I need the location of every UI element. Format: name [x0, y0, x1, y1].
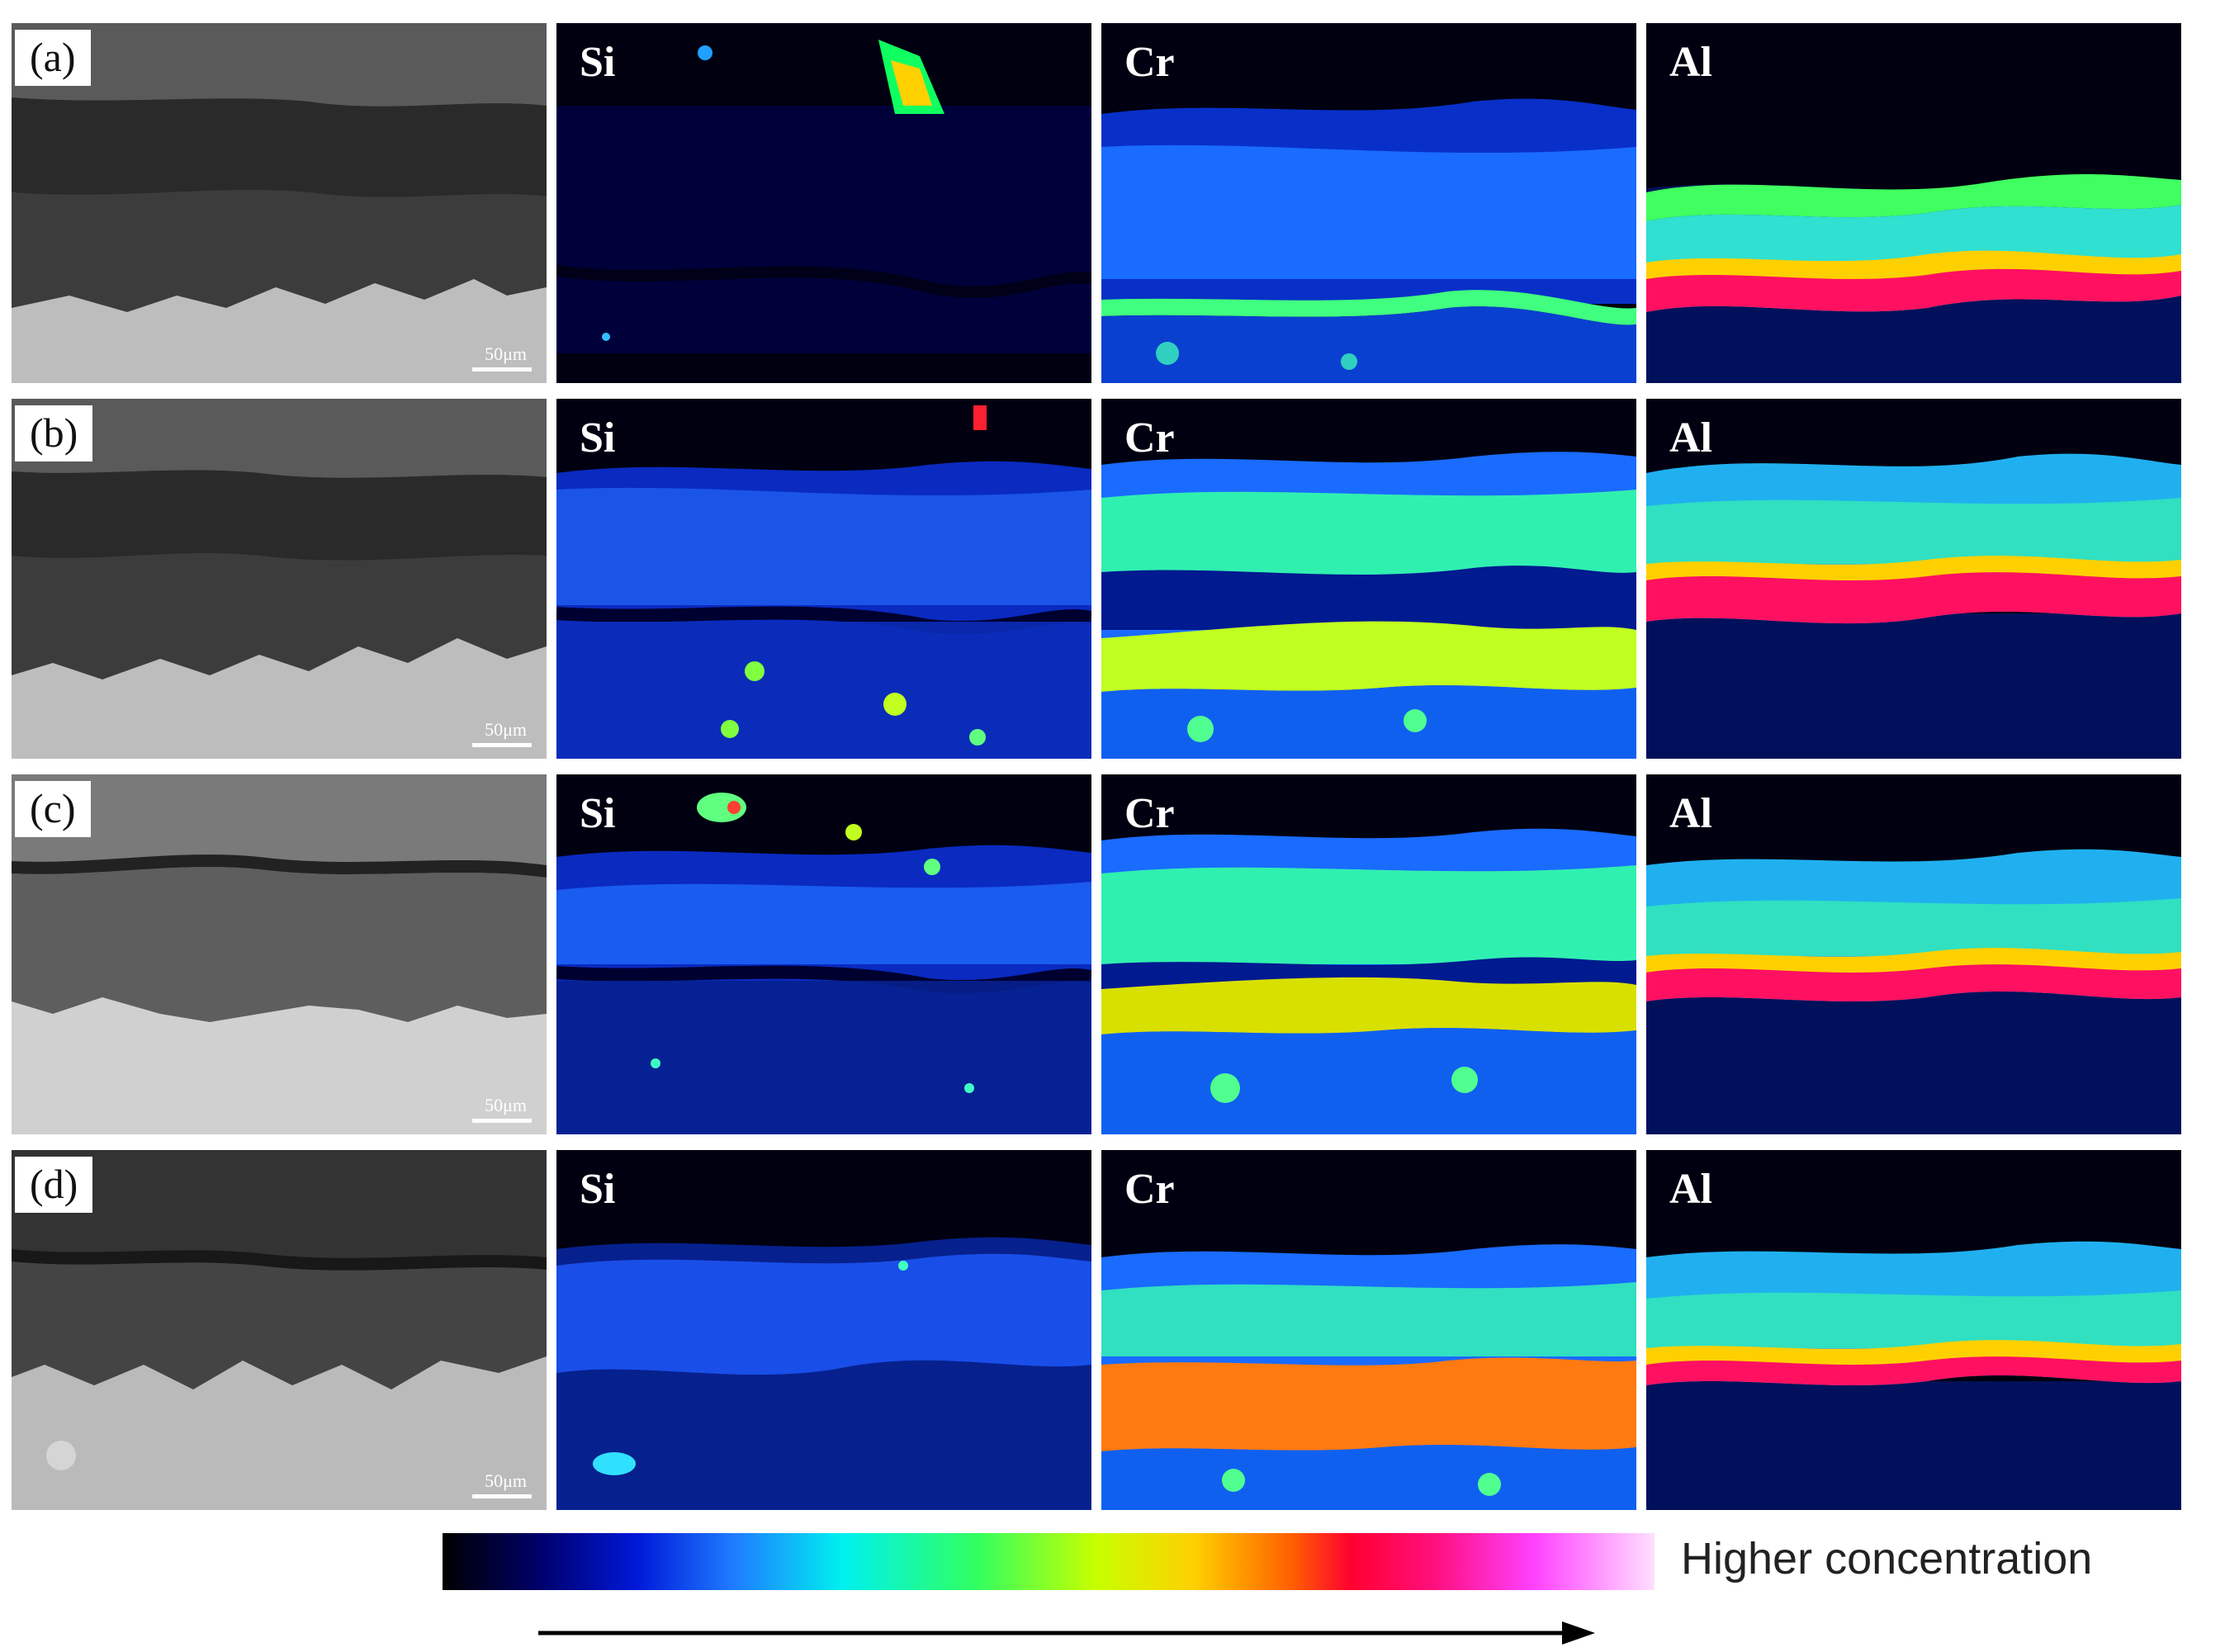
scale-bar — [472, 1119, 532, 1123]
sem-image-b: (b) 50μm — [12, 399, 547, 759]
si-map-d: Si — [556, 1150, 1091, 1510]
element-label-cr: Cr — [1124, 1166, 1175, 1213]
si-element-map — [556, 1150, 1091, 1510]
sem-image-d: (d) 50μm — [12, 1150, 547, 1510]
panel-label: (c) — [15, 781, 91, 837]
al-element-map — [1646, 23, 2181, 383]
scale-bar-label: 50μm — [485, 343, 527, 364]
panel-label: (d) — [15, 1157, 93, 1213]
si-map-c: Si — [556, 774, 1091, 1134]
element-label-si: Si — [580, 39, 616, 86]
cr-map-b: Cr — [1101, 399, 1636, 759]
sem-micrograph — [12, 774, 547, 1134]
al-map-a: Al — [1646, 23, 2181, 383]
element-label-cr: Cr — [1124, 414, 1175, 462]
element-label-al: Al — [1669, 790, 1712, 837]
al-map-b: Al — [1646, 399, 2181, 759]
al-element-map — [1646, 399, 2181, 759]
scale-bar-label: 50μm — [485, 1095, 527, 1115]
element-label-cr: Cr — [1124, 39, 1175, 86]
concentration-colorbar — [443, 1533, 1655, 1590]
element-label-al: Al — [1669, 414, 1712, 462]
element-label-si: Si — [580, 790, 616, 837]
sem-micrograph — [12, 23, 547, 383]
al-map-c: Al — [1646, 774, 2181, 1134]
cr-element-map — [1101, 23, 1636, 383]
cr-element-map — [1101, 774, 1636, 1134]
scale-bar — [472, 367, 532, 372]
panel-label: (b) — [15, 405, 93, 462]
cr-map-a: Cr — [1101, 23, 1636, 383]
al-map-d: Al — [1646, 1150, 2181, 1510]
scale-bar — [472, 743, 532, 747]
sem-image-c: (c) 50μm — [12, 774, 547, 1134]
al-element-map — [1646, 774, 2181, 1134]
element-label-si: Si — [580, 1166, 616, 1213]
scale-bar-label: 50μm — [485, 719, 527, 740]
al-element-map — [1646, 1150, 2181, 1510]
si-element-map — [556, 399, 1091, 759]
element-label-cr: Cr — [1124, 790, 1175, 837]
cr-element-map — [1101, 1150, 1636, 1510]
element-label-al: Al — [1669, 1166, 1712, 1213]
si-element-map — [556, 23, 1091, 383]
si-map-a: Si — [556, 23, 1091, 383]
sem-micrograph — [12, 1150, 547, 1510]
sem-image-a: (a) 50μm — [12, 23, 547, 383]
colorbar-label: Higher concentration — [1681, 1534, 2093, 1583]
sem-micrograph — [12, 399, 547, 759]
panel-label: (a) — [15, 30, 91, 86]
arrow-right-icon — [538, 1621, 1595, 1645]
cr-element-map — [1101, 399, 1636, 759]
cr-map-c: Cr — [1101, 774, 1636, 1134]
scale-bar-label: 50μm — [485, 1470, 527, 1491]
scale-bar — [472, 1494, 532, 1498]
element-label-si: Si — [580, 414, 616, 462]
element-label-al: Al — [1669, 39, 1712, 86]
si-element-map — [556, 774, 1091, 1134]
cr-map-d: Cr — [1101, 1150, 1636, 1510]
si-map-b: Si — [556, 399, 1091, 759]
